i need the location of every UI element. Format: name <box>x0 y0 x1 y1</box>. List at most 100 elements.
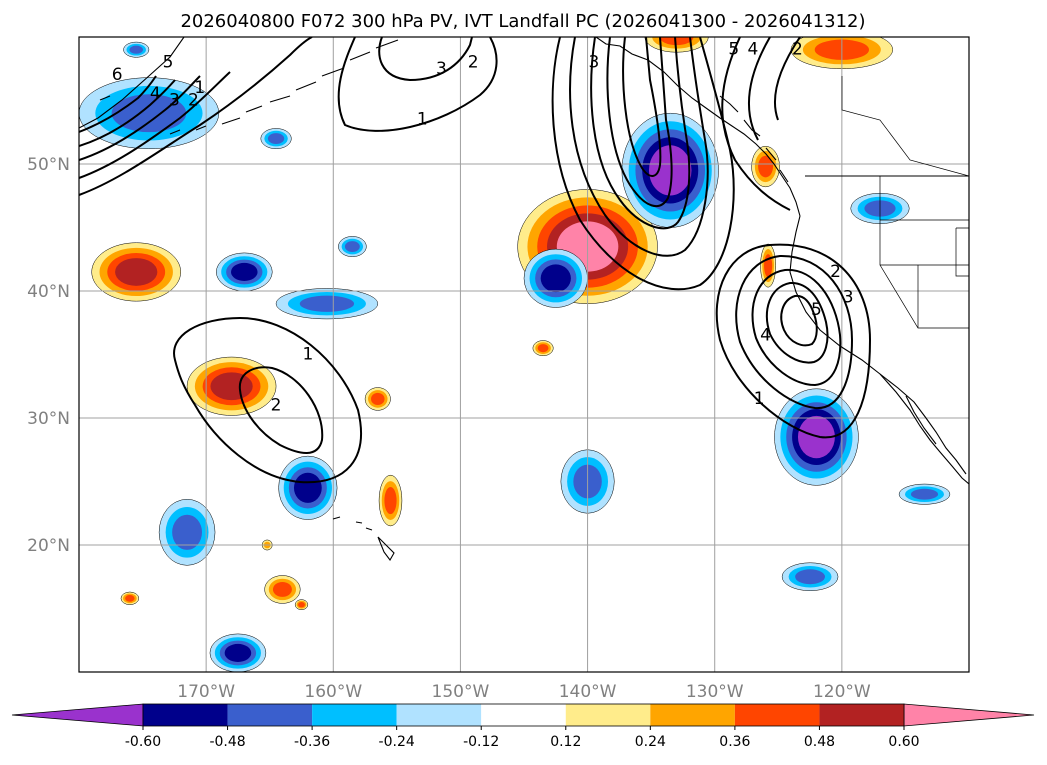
pv-positive-anomaly <box>364 387 391 411</box>
contour-label: 2 <box>188 91 199 111</box>
contour-2-landfall <box>735 254 854 410</box>
pv-negative-anomaly <box>158 499 216 566</box>
pv-negative-anomaly <box>898 483 951 505</box>
colorbar-segment <box>396 704 482 726</box>
pv-negative-anomaly <box>523 248 588 308</box>
pv-negative-anomaly-level-3 <box>344 241 360 252</box>
colorbar-tick-label: -0.48 <box>209 734 245 750</box>
pv-negative-anomaly-level-4 <box>230 262 258 281</box>
contour-3-trough <box>590 37 691 230</box>
bc-islands <box>719 95 789 183</box>
contour-3-landfall <box>751 268 842 387</box>
contour-4-trough <box>606 37 673 208</box>
colorbar-tick-label: -0.60 <box>125 734 161 750</box>
coastlines-borders <box>79 37 969 561</box>
pv-positive-anomaly-level-3 <box>659 37 694 46</box>
contour-4-nw <box>79 79 176 147</box>
latitude-tick-labels: 50°N 40°N 30°N 20°N <box>27 155 70 556</box>
colorbar-max-extension <box>903 703 1035 727</box>
latitude-tick-label: 30°N <box>27 409 70 429</box>
colorbar-tick-label: 0.12 <box>550 734 581 750</box>
colorbar-tick-label: -0.12 <box>463 734 499 750</box>
pv-negative-anomaly-level-3 <box>172 514 202 550</box>
pv-positive-anomaly <box>378 474 403 527</box>
contour-label: 3 <box>843 287 854 307</box>
state-borders <box>841 76 969 329</box>
pv-negative-anomaly <box>260 128 292 150</box>
pv-positive-anomaly-level-3 <box>371 392 385 406</box>
contour-label: 1 <box>194 78 205 98</box>
pv-negative-anomaly-level-4 <box>224 643 252 662</box>
contour-label: 5 <box>163 52 174 72</box>
contour-ridge-1 <box>721 37 791 211</box>
colorbar-tick-label: -0.36 <box>294 734 330 750</box>
contour-5-nw <box>79 75 157 133</box>
gulf-california <box>905 395 937 445</box>
contour-label: 5 <box>728 40 739 60</box>
pv-anomaly-layer <box>79 37 951 672</box>
figure-title: 2026040800 F072 300 hPa PV, IVT Landfall… <box>180 11 865 32</box>
contour-2-trough <box>569 37 709 257</box>
contour-5-landfall <box>780 294 818 347</box>
colorbar-segment <box>565 704 651 726</box>
pv-negative-anomaly <box>123 41 150 58</box>
pv-positive-anomaly-level-4 <box>115 258 158 286</box>
contour-label: 1 <box>754 389 765 409</box>
contour-ridge-2 <box>747 37 771 141</box>
pv-positive-anomaly <box>760 243 776 288</box>
baja-coastline <box>879 373 969 485</box>
hawaii-islands <box>332 516 395 561</box>
contour-label: 1 <box>302 345 313 365</box>
pv-positive-anomaly-level-3 <box>298 601 305 608</box>
colorbar-tick-label: -0.24 <box>379 734 415 750</box>
colorbar-segment <box>227 704 313 726</box>
colorbar-segment <box>734 704 820 726</box>
pv-negative-anomaly-level-3 <box>910 488 939 500</box>
pv-negative-anomaly <box>275 288 379 320</box>
contour-label: 4 <box>747 40 758 60</box>
contour-label: 3 <box>589 52 600 72</box>
pv-negative-anomaly-level-3 <box>299 295 355 312</box>
pv-negative-anomaly <box>774 388 859 486</box>
colorbar-min-extension <box>11 703 144 727</box>
contour-1-nc <box>337 37 498 132</box>
colorbar-tick-label: 0.24 <box>635 734 666 750</box>
pv-negative-anomaly-level-4 <box>540 264 571 293</box>
longitude-tick-label: 130°W <box>686 682 744 702</box>
colorbar-outline <box>142 703 905 727</box>
contour-label: 6 <box>112 65 123 85</box>
contour-2-nw <box>79 71 231 179</box>
contour-label: 2 <box>468 52 479 72</box>
contour-1-nw <box>79 37 313 196</box>
pv-negative-anomaly <box>621 112 719 228</box>
contour-4-landfall <box>765 281 829 364</box>
pv-positive-anomaly-level-3 <box>272 581 292 597</box>
pv-negative-anomaly <box>781 562 839 591</box>
pv-positive-anomaly-level-4 <box>210 372 253 401</box>
pv-positive-anomaly <box>120 591 140 605</box>
contour-5-trough <box>622 37 662 177</box>
contour-2-nc <box>378 37 473 82</box>
colorbar-segment <box>312 704 397 726</box>
colorbar-tick-label: 0.36 <box>719 734 750 750</box>
longitude-tick-label: 170°W <box>177 682 235 702</box>
alaska-coastline <box>595 37 801 217</box>
aleutian-coastline <box>79 37 185 129</box>
pv-negative-anomaly-level-3 <box>129 45 143 54</box>
pv-negative-anomaly-level-4 <box>293 472 322 503</box>
ivt-landfall-contours <box>79 37 872 484</box>
contour-label: 4 <box>150 84 161 104</box>
longitude-tick-label: 160°W <box>304 682 362 702</box>
pv-positive-anomaly-level-3 <box>758 155 774 178</box>
colorbar-segment <box>481 704 566 726</box>
colorbar-segment <box>650 704 735 726</box>
pv-positive-anomaly <box>264 575 301 604</box>
pv-positive-anomaly <box>186 356 277 416</box>
pv-positive-anomaly-level-3 <box>537 344 549 353</box>
pv-positive-anomaly <box>91 242 181 302</box>
longitude-tick-label: 120°W <box>813 682 871 702</box>
contour-ridge-3 <box>774 37 801 121</box>
us-west-coastline <box>789 215 967 475</box>
